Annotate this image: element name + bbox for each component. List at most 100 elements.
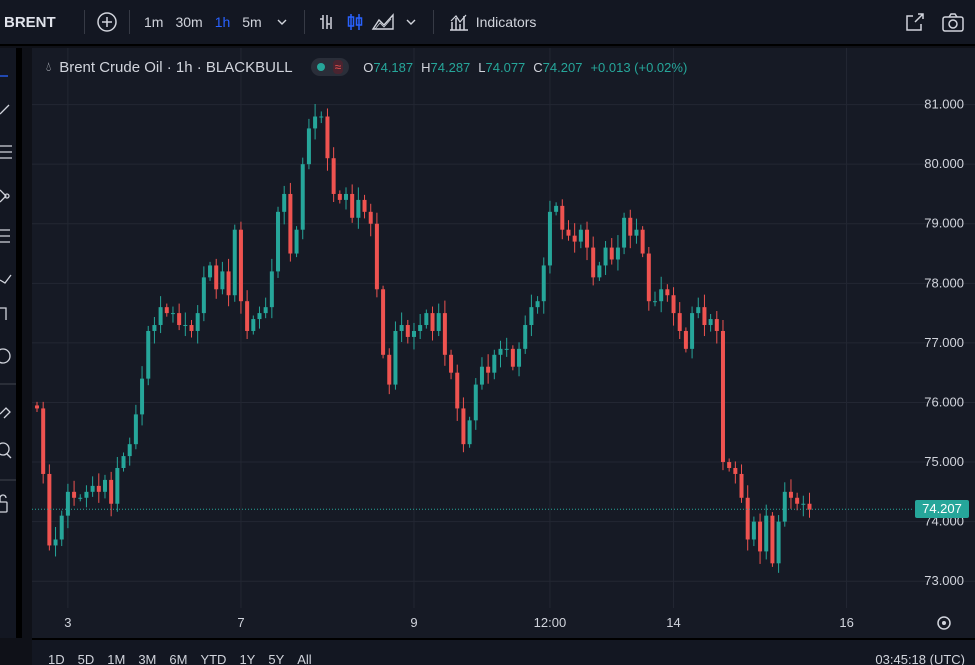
range-5d[interactable]: 5D <box>77 652 95 665</box>
timeframe-5m[interactable]: 5m <box>242 14 262 30</box>
bottom-bar: 1D 5D 1M 3M 6M YTD 1Y 5Y All 03:45:18 (U… <box>32 638 975 665</box>
candle-body <box>238 229 243 302</box>
x-tick-label: 9 <box>410 615 417 630</box>
candle-body <box>300 164 305 230</box>
chevron-down-icon[interactable] <box>268 8 296 36</box>
candle-body <box>677 313 682 331</box>
camera-icon[interactable] <box>939 8 967 36</box>
open-key: O <box>363 59 374 75</box>
candle-body <box>486 366 491 373</box>
candle-body <box>84 491 89 498</box>
candle-body <box>121 456 126 468</box>
close-value: 74.207 <box>542 59 583 75</box>
candle-body <box>683 330 688 349</box>
candle-body <box>529 307 534 326</box>
low-key: L <box>478 59 486 75</box>
candle-body <box>133 414 138 445</box>
candle-body <box>245 301 250 331</box>
candle-body <box>467 420 472 445</box>
candle-body <box>208 265 213 278</box>
indicators-button[interactable]: Indicators <box>442 12 543 32</box>
range-6m[interactable]: 6M <box>169 652 188 665</box>
fib-icon[interactable] <box>0 145 12 159</box>
candle-body <box>708 319 713 326</box>
chart-grid <box>32 48 975 608</box>
candle-body <box>313 116 318 129</box>
high-key: H <box>421 59 431 75</box>
range-1m[interactable]: 1M <box>107 652 126 665</box>
bar-chart-icon[interactable] <box>313 8 341 36</box>
market-status-badge[interactable]: ≈ <box>310 58 350 76</box>
candle-body <box>214 265 219 290</box>
trend-line-icon[interactable] <box>0 104 10 115</box>
candle-body <box>282 193 287 212</box>
candle-body <box>585 229 590 248</box>
range-5y[interactable]: 5Y <box>268 652 285 665</box>
timeframe-30m[interactable]: 30m <box>175 14 203 30</box>
fullscreen-icon[interactable] <box>901 8 929 36</box>
candle-body <box>257 313 262 320</box>
top-toolbar: BRENT 1m 30m 1h 5m Indicators <box>0 0 975 46</box>
brush-icon[interactable] <box>0 274 12 284</box>
range-3m[interactable]: 3M <box>138 652 157 665</box>
candle-body <box>535 301 540 308</box>
candle-body <box>195 313 200 331</box>
utc-clock[interactable]: 03:45:18 (UTC) <box>875 652 965 665</box>
ruler-icon[interactable] <box>0 407 11 419</box>
candle-body <box>393 330 398 385</box>
chart-canvas[interactable]: 81.000 80.000 79.000 78.000 77.000 76.000 75.0… <box>32 48 975 638</box>
x-tick-label: 3 <box>64 615 71 630</box>
candle-body <box>801 503 806 505</box>
candle-body <box>102 479 107 492</box>
candle-body <box>344 193 348 200</box>
candle-body <box>603 247 608 266</box>
candle-body <box>764 515 769 552</box>
candle-body <box>220 271 225 290</box>
chevron-down-icon[interactable] <box>397 8 425 36</box>
candle-body <box>751 521 756 540</box>
emoji-icon[interactable] <box>0 348 11 364</box>
lock-icon[interactable] <box>0 494 8 513</box>
pattern-icon[interactable] <box>0 189 10 203</box>
candle-body <box>659 289 664 302</box>
candle-body <box>232 229 237 296</box>
timeframe-1h[interactable]: 1h <box>214 14 231 30</box>
add-symbol-icon[interactable] <box>93 8 121 36</box>
candle-body <box>374 223 379 290</box>
area-chart-icon[interactable] <box>369 8 397 36</box>
candle-body <box>319 116 324 118</box>
price-chart[interactable]: 81.000 80.000 79.000 78.000 77.000 76.000 75.0… <box>32 48 975 638</box>
range-1d[interactable]: 1D <box>48 652 65 665</box>
y-tick-label: 77.000 <box>924 335 964 350</box>
zoom-icon[interactable] <box>0 442 12 459</box>
time-axis: 3 7 9 12:00 14 16 <box>64 615 854 630</box>
candle-body <box>96 485 101 492</box>
close-key: C <box>533 59 543 75</box>
indicators-label: Indicators <box>475 14 537 30</box>
candle-body <box>479 366 484 385</box>
candle-chart-icon[interactable] <box>341 8 369 36</box>
candle-body <box>226 271 231 296</box>
candle-body <box>640 229 645 254</box>
y-tick-label: 79.000 <box>924 216 964 231</box>
candle-body <box>504 348 509 350</box>
candle-body <box>727 462 732 468</box>
range-all[interactable]: All <box>297 652 312 665</box>
low-value: 74.077 <box>485 59 526 75</box>
range-ytd[interactable]: YTD <box>200 652 227 665</box>
candle-body <box>671 295 676 314</box>
y-tick-label: 76.000 <box>924 394 964 409</box>
range-1y[interactable]: 1Y <box>239 652 256 665</box>
indicators-icon <box>449 14 468 31</box>
candle-body <box>41 408 46 474</box>
symbol-name[interactable]: BRENT <box>4 13 56 31</box>
prediction-icon[interactable] <box>0 229 10 243</box>
candle-body <box>578 229 583 242</box>
timeframe-1m[interactable]: 1m <box>144 14 164 30</box>
candle-body <box>276 211 281 272</box>
chart-title[interactable]: Brent Crude Oil · 1h · BLACKBULL <box>59 58 293 76</box>
settings-icon[interactable] <box>937 616 951 630</box>
candle-body <box>140 378 145 415</box>
text-icon[interactable] <box>0 307 7 320</box>
candle-body <box>720 330 725 463</box>
